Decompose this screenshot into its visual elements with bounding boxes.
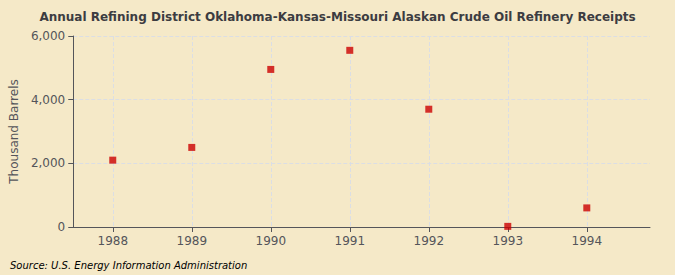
svg-text:Source: U.S. Energy Informatio: Source: U.S. Energy Information Administ… bbox=[10, 260, 247, 271]
svg-text:0: 0 bbox=[58, 220, 66, 234]
svg-text:1989: 1989 bbox=[176, 234, 207, 248]
svg-text:1988: 1988 bbox=[97, 234, 128, 248]
svg-text:Annual Refining District Oklah: Annual Refining District Oklahoma-Kansas… bbox=[39, 10, 635, 24]
svg-text:2,000: 2,000 bbox=[31, 156, 65, 170]
svg-text:1991: 1991 bbox=[335, 234, 366, 248]
svg-text:Thousand Barrels: Thousand Barrels bbox=[7, 79, 21, 184]
svg-text:4,000: 4,000 bbox=[31, 93, 65, 107]
svg-text:1992: 1992 bbox=[414, 234, 445, 248]
svg-text:1994: 1994 bbox=[572, 234, 603, 248]
svg-text:1993: 1993 bbox=[493, 234, 524, 248]
svg-text:1990: 1990 bbox=[255, 234, 286, 248]
svg-text:6,000: 6,000 bbox=[31, 29, 65, 43]
